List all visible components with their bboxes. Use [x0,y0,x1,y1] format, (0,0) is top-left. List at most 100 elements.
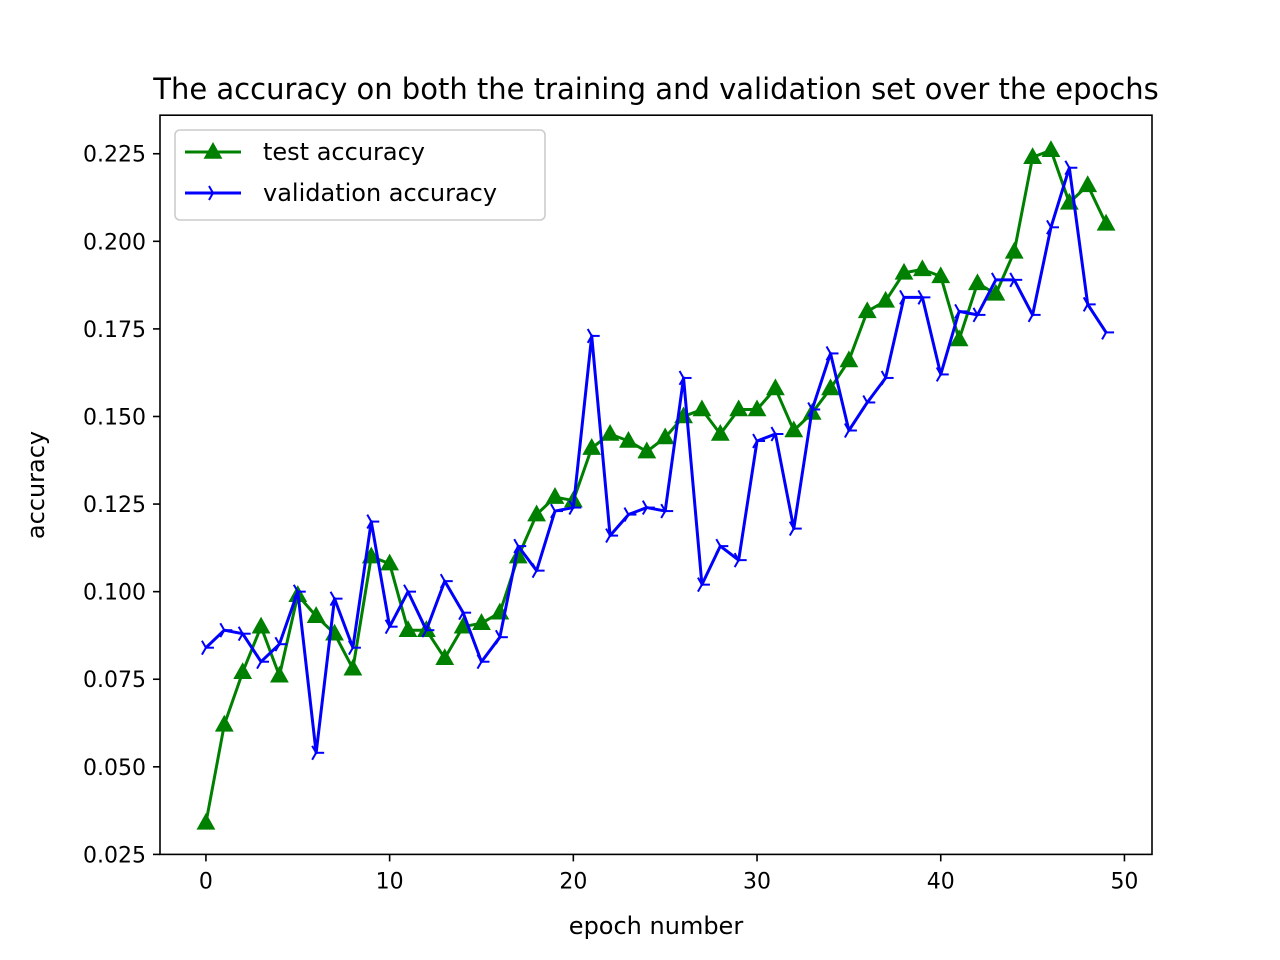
data-point [306,606,326,623]
data-point [1046,219,1059,235]
data-point [366,514,380,530]
series-layer [196,140,1116,830]
data-point [384,619,398,635]
data-point [600,423,620,441]
data-point [545,487,565,504]
x-tick-label: 0 [199,869,213,894]
data-point [348,640,361,656]
data-point [494,629,508,645]
y-tick-label: 0.025 [83,843,146,868]
data-point [568,500,582,516]
data-point [844,423,857,438]
data-point [1004,241,1024,259]
data-point [766,378,785,396]
data-point [311,745,325,761]
data-point [292,584,306,600]
x-tick-label: 50 [1110,869,1138,894]
data-point [1027,307,1041,323]
data-point [550,503,563,519]
y-tick-label: 0.125 [83,493,146,518]
series-test-accuracy [196,140,1116,830]
y-tick-label: 0.175 [83,318,146,343]
data-point [1009,272,1023,288]
y-tick-label: 0.075 [83,668,146,693]
legend-label: test accuracy [263,138,425,166]
data-point [623,507,637,523]
data-point [752,433,766,449]
data-point [403,584,416,600]
data-point [214,714,234,732]
data-point [876,290,896,308]
data-point [380,553,400,571]
data-point [508,546,528,564]
y-tick-label: 0.225 [83,143,146,168]
data-point [435,648,455,666]
legend-label: validation accuracy [263,179,497,207]
x-tick-label: 20 [559,869,587,894]
data-point [678,370,692,386]
data-point [458,605,472,621]
data-point [208,185,221,201]
data-point [329,591,343,607]
data-point [784,420,804,438]
data-point [968,273,987,291]
data-point [219,622,233,638]
data-point [1078,175,1098,193]
data-point [1023,147,1042,165]
data-point [990,272,1004,288]
data-point [201,640,214,656]
data-point [733,552,747,568]
data-point [807,402,821,417]
y-tick-label: 0.050 [83,756,146,781]
plot-background [160,115,1152,855]
data-point [421,622,435,638]
data-point [196,812,216,830]
data-point [862,395,876,410]
data-point [710,423,730,441]
legend-item: test accuracy [185,138,425,166]
data-point [972,307,986,323]
data-point [954,303,968,319]
data-point [582,437,602,455]
data-point [476,654,490,670]
data-point [233,662,253,680]
data-point [527,504,546,522]
y-axis: 0.025 0.050 0.075 0.100 0.125 0.150 0.175 0.200… [83,143,160,868]
series-validation-accuracy [201,160,1115,761]
data-point [1101,324,1115,340]
data-point [237,626,251,642]
x-tick-label: 10 [376,869,404,894]
data-point [1064,160,1078,176]
chart-title: The accuracy on both the training and va… [152,72,1158,106]
data-point [931,266,951,284]
data-point [605,528,619,544]
data-point [398,620,418,637]
data-point [788,521,802,537]
data-point [912,259,932,277]
x-axis-title: epoch number [569,912,744,940]
data-point [917,289,931,305]
data-point [770,426,784,442]
y-tick-label: 0.200 [83,230,146,255]
data-point [586,328,600,344]
data-point [1041,140,1061,158]
data-point [637,441,657,459]
data-point [619,430,638,448]
data-point [715,538,729,554]
data-point [203,141,223,159]
data-point [986,283,1006,301]
y-tick-label: 0.150 [83,405,146,430]
data-point [274,636,288,652]
data-point [531,563,545,579]
data-point [472,613,491,630]
y-axis-title: accuracy [22,431,50,539]
series-line [204,166,1108,755]
data-point [697,577,710,593]
data-point [660,503,674,519]
series-line [204,148,1108,824]
data-point [439,573,453,589]
data-point [825,345,839,361]
data-point [839,350,859,368]
x-tick-label: 40 [927,869,955,894]
